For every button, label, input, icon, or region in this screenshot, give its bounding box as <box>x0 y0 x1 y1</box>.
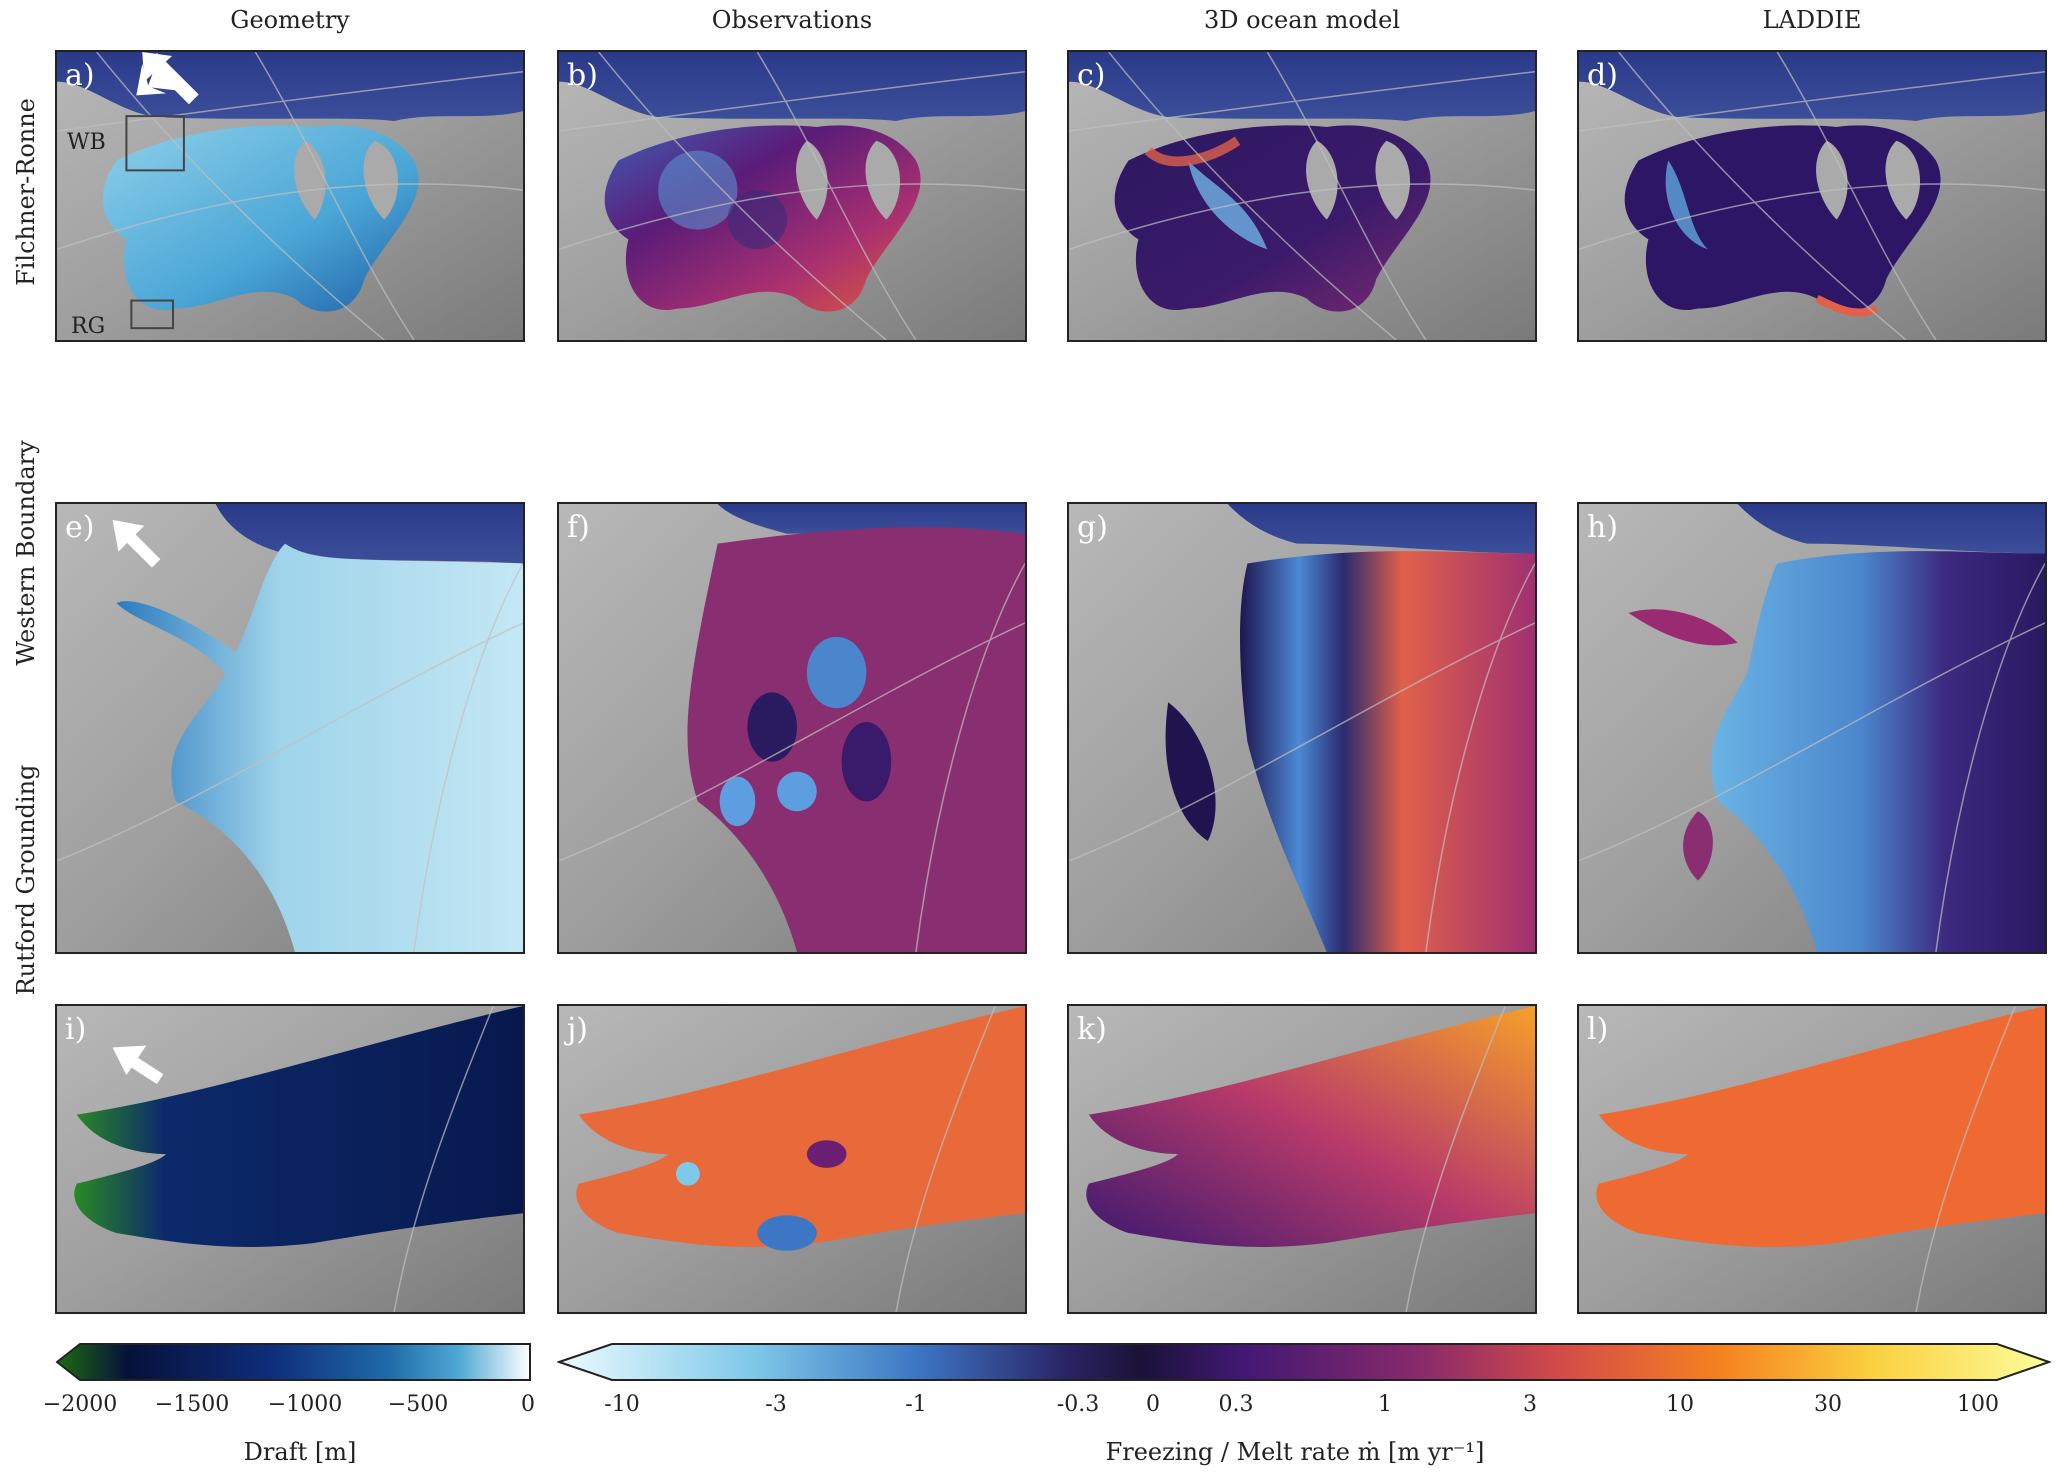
panel-label-b: b) <box>567 58 598 93</box>
draft-tick: −2000 <box>42 1392 118 1417</box>
panel-label-c: c) <box>1077 58 1106 93</box>
panel-label-j: j) <box>567 1012 589 1047</box>
melt-tick: -10 <box>604 1392 640 1417</box>
column-title-laddie: LADDIE <box>1762 6 1862 34</box>
panel-a-geometry-filchner-ronne: a) WB RG <box>55 50 525 342</box>
column-title-3d-ocean-model: 3D ocean model <box>1203 6 1401 34</box>
column-title-geometry: Geometry <box>230 6 350 34</box>
draft-tick: −500 <box>387 1392 449 1417</box>
panel-label-f: f) <box>567 510 590 545</box>
panel-c-3d-ocean-model-filchner-ronne: c) <box>1067 50 1537 342</box>
melt-tick: 0 <box>1146 1392 1160 1417</box>
draft-axis-label: Draft [m] <box>243 1438 357 1466</box>
panel-label-a: a) <box>65 58 95 93</box>
row-title-rutford-grounding: Rutford Grounding <box>12 764 40 996</box>
panel-label-g: g) <box>1077 510 1108 545</box>
panel-i-geometry-rutford-grounding: i) <box>55 1004 525 1314</box>
panel-l-laddie-rutford-grounding: l) <box>1577 1004 2047 1314</box>
panel-h-laddie-western-boundary: h) <box>1577 502 2047 954</box>
draft-tick: 0 <box>521 1392 535 1417</box>
panel-label-k: k) <box>1077 1012 1107 1047</box>
panel-label-e: e) <box>65 510 95 545</box>
panel-e-geometry-western-boundary: e) <box>55 502 525 954</box>
melt-tick: 10 <box>1666 1392 1694 1417</box>
panel-label-d: d) <box>1587 58 1618 93</box>
colorbar-melt-rate <box>557 1343 2051 1381</box>
melt-tick: 100 <box>1957 1392 1999 1417</box>
panel-g-3d-ocean-model-western-boundary: g) <box>1067 502 1537 954</box>
colorbar-draft <box>55 1343 531 1381</box>
draft-tick: −1500 <box>154 1392 230 1417</box>
melt-tick: -3 <box>765 1392 787 1417</box>
melt-tick: 1 <box>1378 1392 1392 1417</box>
melt-tick: 0.3 <box>1218 1392 1254 1417</box>
melt-tick: 30 <box>1814 1392 1842 1417</box>
melt-rate-axis-label: Freezing / Melt rate ṁ [m yr⁻¹] <box>1105 1438 1485 1466</box>
row-title-western-boundary: Western Boundary <box>12 440 40 666</box>
panel-b-observations-filchner-ronne: b) <box>557 50 1027 342</box>
panel-label-l: l) <box>1587 1012 1609 1047</box>
panel-j-observations-rutford-grounding: j) <box>557 1004 1027 1314</box>
panel-k-3d-ocean-model-rutford-grounding: k) <box>1067 1004 1537 1314</box>
melt-tick: -1 <box>905 1392 927 1417</box>
column-title-observations: Observations <box>711 6 873 34</box>
box-label-rg: RG <box>71 314 106 339</box>
draft-tick: −1000 <box>267 1392 343 1417</box>
melt-tick: -0.3 <box>1056 1392 1100 1417</box>
panel-d-laddie-filchner-ronne: d) <box>1577 50 2047 342</box>
panel-label-i: i) <box>65 1012 87 1047</box>
panel-label-h: h) <box>1587 510 1619 545</box>
box-label-wb: WB <box>67 130 106 155</box>
panel-f-observations-western-boundary: f) <box>557 502 1027 954</box>
melt-tick: 3 <box>1523 1392 1537 1417</box>
row-title-filchner-ronne: Filchner-Ronne <box>12 98 40 286</box>
